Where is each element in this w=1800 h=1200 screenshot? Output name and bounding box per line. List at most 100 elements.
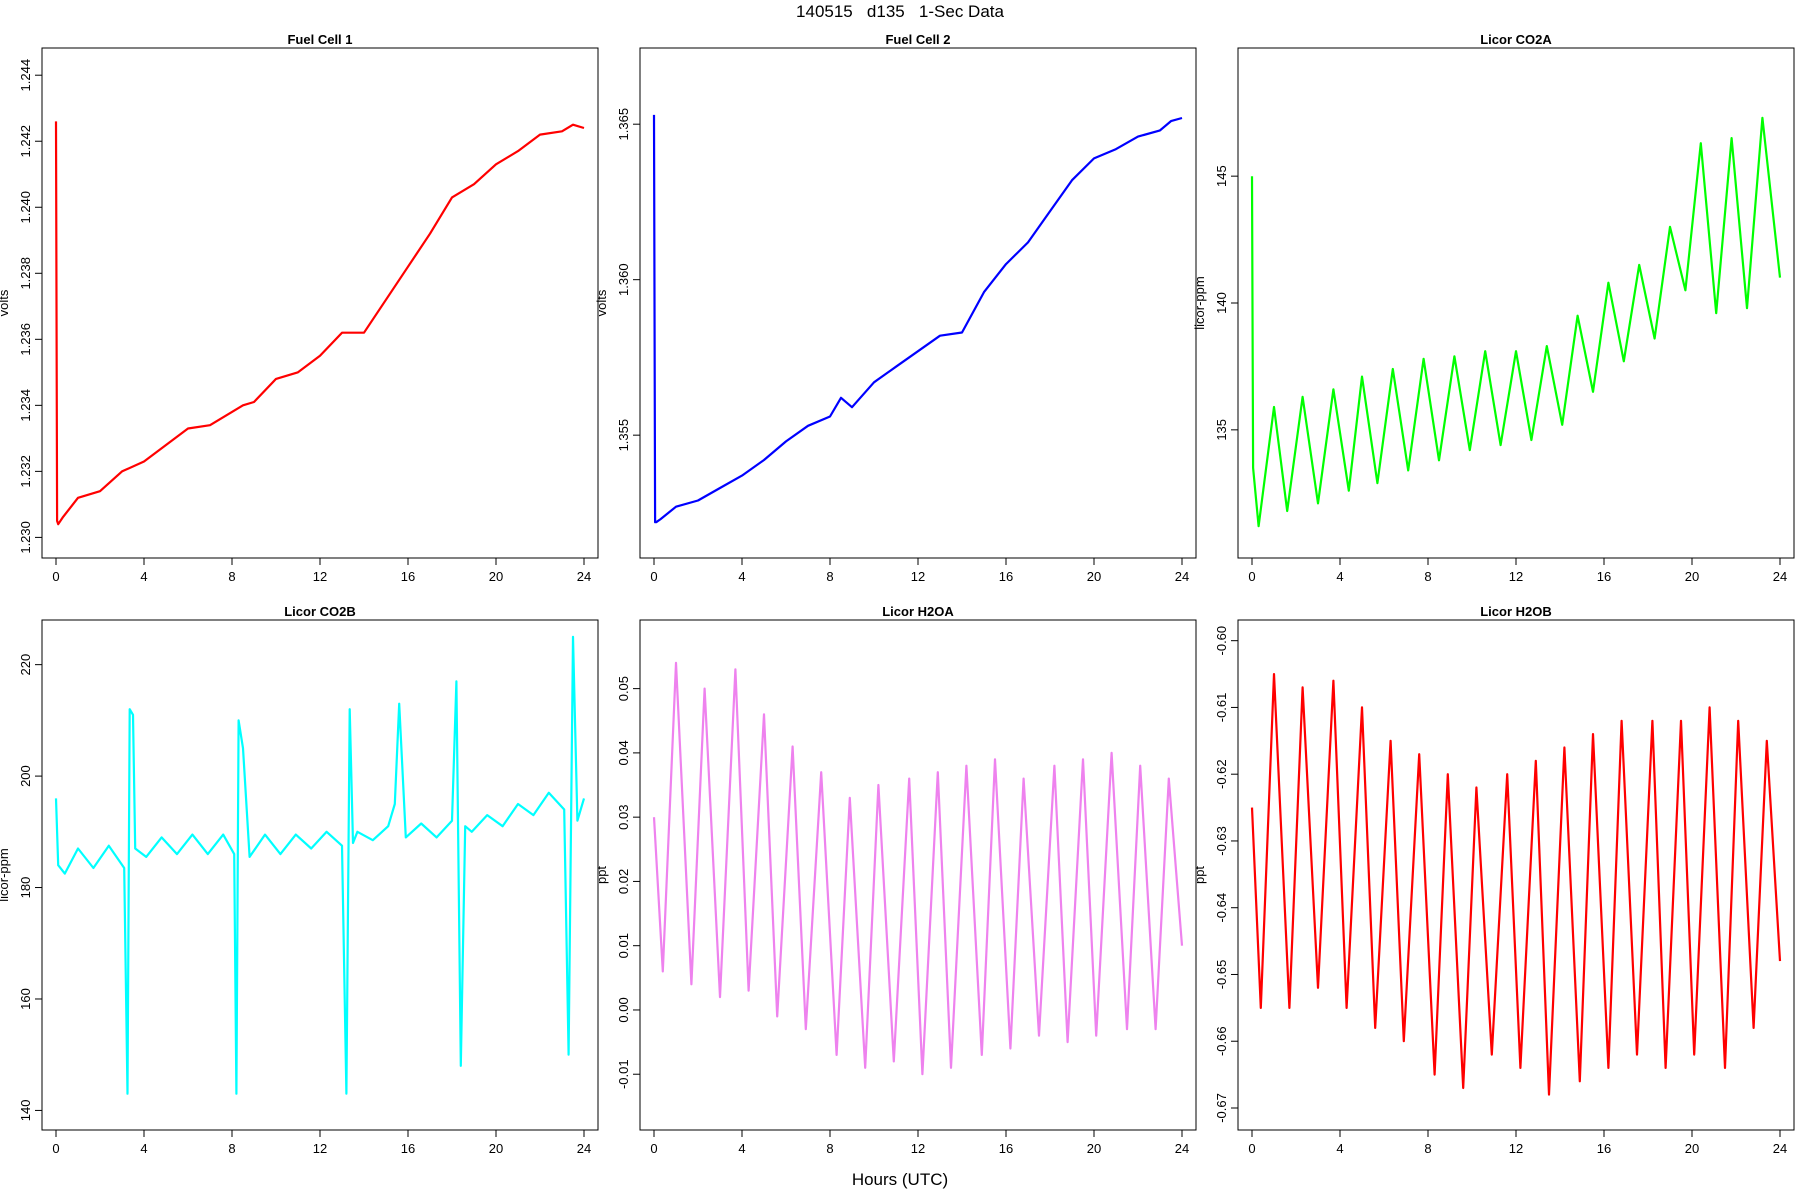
panel-title: Fuel Cell 1 <box>287 32 352 47</box>
x-tick-label: 0 <box>1248 1141 1255 1156</box>
x-tick-label: 8 <box>826 1141 833 1156</box>
y-tick-label: -0.61 <box>1214 693 1229 723</box>
y-tick-label: -0.63 <box>1214 826 1229 856</box>
x-tick-label: 8 <box>826 569 833 584</box>
x-tick-label: 0 <box>650 569 657 584</box>
x-tick-label: 16 <box>401 1141 415 1156</box>
plot-frame <box>41 47 599 559</box>
y-tick-label: 1.360 <box>616 263 631 296</box>
x-tick-label: 20 <box>1087 569 1101 584</box>
x-tick-label: 24 <box>1773 569 1787 584</box>
chart-panel-6: Licor H2OB ppt 0 4 8 12 16 20 24 -0.67 -0.66 -0.65 -… <box>1192 604 1795 1156</box>
y-tick-label: 0.00 <box>616 997 631 1022</box>
x-tick-label: 8 <box>1424 1141 1431 1156</box>
y-tick-label: 1.230 <box>18 521 33 554</box>
y-axis-label: volts <box>0 289 11 316</box>
y-axis-label: licor-ppm <box>0 848 11 901</box>
y-tick-label: 140 <box>1214 292 1229 314</box>
y-tick-label: 1.240 <box>18 191 33 224</box>
plot-frame <box>1237 619 1795 1131</box>
x-tick-label: 24 <box>577 1141 591 1156</box>
chart-panel-1: Fuel Cell 1 volts 0 4 8 12 16 20 24 1.230 1.232 1.2… <box>0 32 599 584</box>
y-tick-label: 220 <box>18 654 33 676</box>
x-tick-label: 0 <box>52 569 59 584</box>
x-tick-label: 8 <box>228 569 235 584</box>
y-tick-label: 160 <box>18 988 33 1010</box>
x-tick-label: 8 <box>228 1141 235 1156</box>
y-tick-label: -0.01 <box>616 1059 631 1089</box>
x-tick-label: 20 <box>1685 569 1699 584</box>
chart-panel-5: Licor H2OA ppt 0 4 8 12 16 20 24 -0.01 0.00 0.01 0.0… <box>594 604 1197 1156</box>
x-tick-label: 12 <box>313 1141 327 1156</box>
y-tick-label: -0.60 <box>1214 626 1229 656</box>
y-tick-label: 180 <box>18 877 33 899</box>
x-tick-label: 4 <box>140 569 147 584</box>
x-tick-label: 16 <box>1597 1141 1611 1156</box>
y-tick-label: 1.355 <box>616 419 631 452</box>
x-tick-label: 24 <box>1175 1141 1189 1156</box>
chart-panel-3: Licor CO2A licor-ppm 0 4 8 12 16 20 24 135 140 145 <box>1192 32 1795 584</box>
x-tick-label: 20 <box>489 569 503 584</box>
x-tick-label: 12 <box>1509 569 1523 584</box>
y-tick-label: 0.04 <box>616 740 631 765</box>
y-axis-label: volts <box>594 289 609 316</box>
x-tick-label: 12 <box>911 1141 925 1156</box>
panel-title: Fuel Cell 2 <box>885 32 950 47</box>
x-tick-label: 16 <box>999 1141 1013 1156</box>
x-tick-label: 4 <box>1336 1141 1343 1156</box>
x-tick-label: 12 <box>313 569 327 584</box>
y-tick-label: 135 <box>1214 419 1229 441</box>
chart-panel-4: Licor CO2B licor-ppm 0 4 8 12 16 20 24 140 160 180 2… <box>0 604 599 1156</box>
x-tick-label: 12 <box>1509 1141 1523 1156</box>
x-tick-label: 4 <box>738 569 745 584</box>
y-tick-label: 0.02 <box>616 869 631 894</box>
series-line <box>652 114 1183 524</box>
y-axis-label: ppt <box>1192 866 1207 884</box>
plot-frame <box>639 47 1197 559</box>
y-axis-label: ppt <box>594 866 609 884</box>
panel-title: Licor CO2B <box>284 604 356 619</box>
x-tick-label: 24 <box>577 569 591 584</box>
y-tick-label: 1.238 <box>18 257 33 290</box>
panel-title: Licor H2OA <box>882 604 954 619</box>
y-tick-label: -0.66 <box>1214 1026 1229 1056</box>
y-tick-label: 200 <box>18 765 33 787</box>
y-tick-label: -0.64 <box>1214 893 1229 923</box>
series-line <box>1250 116 1782 528</box>
x-tick-label: 12 <box>911 569 925 584</box>
y-tick-label: 0.01 <box>616 933 631 958</box>
x-tick-label: 16 <box>999 569 1013 584</box>
x-tick-label: 16 <box>401 569 415 584</box>
series-line <box>54 121 585 526</box>
x-tick-label: 8 <box>1424 569 1431 584</box>
figure-title: 140515 d135 1-Sec Data <box>796 2 1004 21</box>
y-tick-label: -0.62 <box>1214 759 1229 789</box>
y-tick-label: -0.67 <box>1214 1093 1229 1123</box>
panel-title: Licor H2OB <box>1480 604 1552 619</box>
x-tick-label: 0 <box>650 1141 657 1156</box>
y-tick-label: 1.234 <box>18 389 33 422</box>
y-tick-label: 1.232 <box>18 455 33 488</box>
y-tick-label: 1.242 <box>18 125 33 158</box>
y-tick-label: 1.365 <box>616 108 631 141</box>
y-tick-label: 140 <box>18 1100 33 1122</box>
x-tick-label: 4 <box>140 1141 147 1156</box>
x-tick-label: 4 <box>738 1141 745 1156</box>
x-tick-label: 20 <box>489 1141 503 1156</box>
x-tick-label: 24 <box>1175 569 1189 584</box>
plot-frame <box>639 619 1197 1131</box>
x-tick-label: 0 <box>52 1141 59 1156</box>
y-tick-label: 145 <box>1214 165 1229 187</box>
x-tick-label: 24 <box>1773 1141 1787 1156</box>
x-tick-label: 4 <box>1336 569 1343 584</box>
y-tick-label: 1.236 <box>18 323 33 356</box>
x-tick-label: 0 <box>1248 569 1255 584</box>
series-line <box>1250 672 1782 1096</box>
y-tick-label: 1.244 <box>18 59 33 92</box>
series-line <box>54 635 586 1095</box>
y-tick-label: -0.65 <box>1214 960 1229 990</box>
y-axis-label: licor-ppm <box>1192 276 1207 329</box>
x-tick-label: 16 <box>1597 569 1611 584</box>
